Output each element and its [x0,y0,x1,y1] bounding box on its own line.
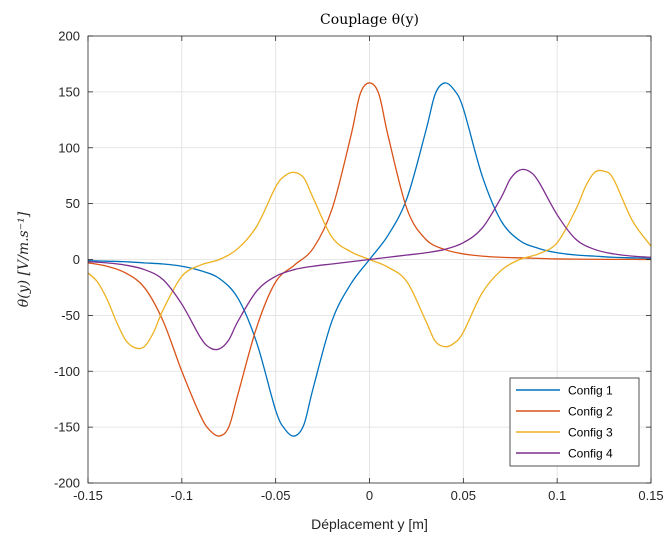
y-tick-label: 150 [58,84,80,99]
series-line-3 [87,169,652,350]
x-tick-label: 0.05 [451,488,476,503]
grid [88,36,651,483]
ticks [87,35,652,484]
x-tick-label: -0.1 [171,488,193,503]
y-tick-label: 100 [58,140,80,155]
legend-entry: Config 4 [568,447,613,461]
series-group [87,82,652,437]
legend: Config 1 Config 2 Config 3 Config 4 [509,377,640,467]
y-tick-label: -100 [54,364,80,379]
x-tick-label: 0 [366,488,373,503]
x-tick-label: 0.15 [638,488,663,503]
y-tick-label: 50 [66,196,80,211]
legend-entry: Config 3 [568,426,613,440]
chart-title: Couplage θ(y) [320,12,419,28]
x-tick-label: -0.15 [73,488,103,503]
legend-box [509,377,640,467]
y-tick-label: 0 [73,252,80,267]
y-axis-label: θ(y) [V/m.s⁻¹] [16,211,32,307]
legend-entry: Config 1 [568,384,613,398]
series-line-4 [87,168,652,351]
x-tick-labels: -0.15 -0.1 -0.05 0 0.05 0.1 0.15 [73,488,663,503]
legend-entry: Config 2 [568,405,613,419]
x-axis-label: Déplacement y [m] [311,516,428,532]
x-tick-label: 0.1 [548,488,566,503]
series-line-2 [87,82,652,437]
y-tick-label: -150 [54,420,80,435]
y-tick-label: 200 [58,29,80,44]
x-tick-label: -0.05 [261,488,291,503]
y-tick-label: -200 [54,476,80,491]
y-tick-label: -50 [61,308,80,323]
y-tick-labels: -200 -150 -100 -50 0 50 100 150 200 [54,29,80,491]
